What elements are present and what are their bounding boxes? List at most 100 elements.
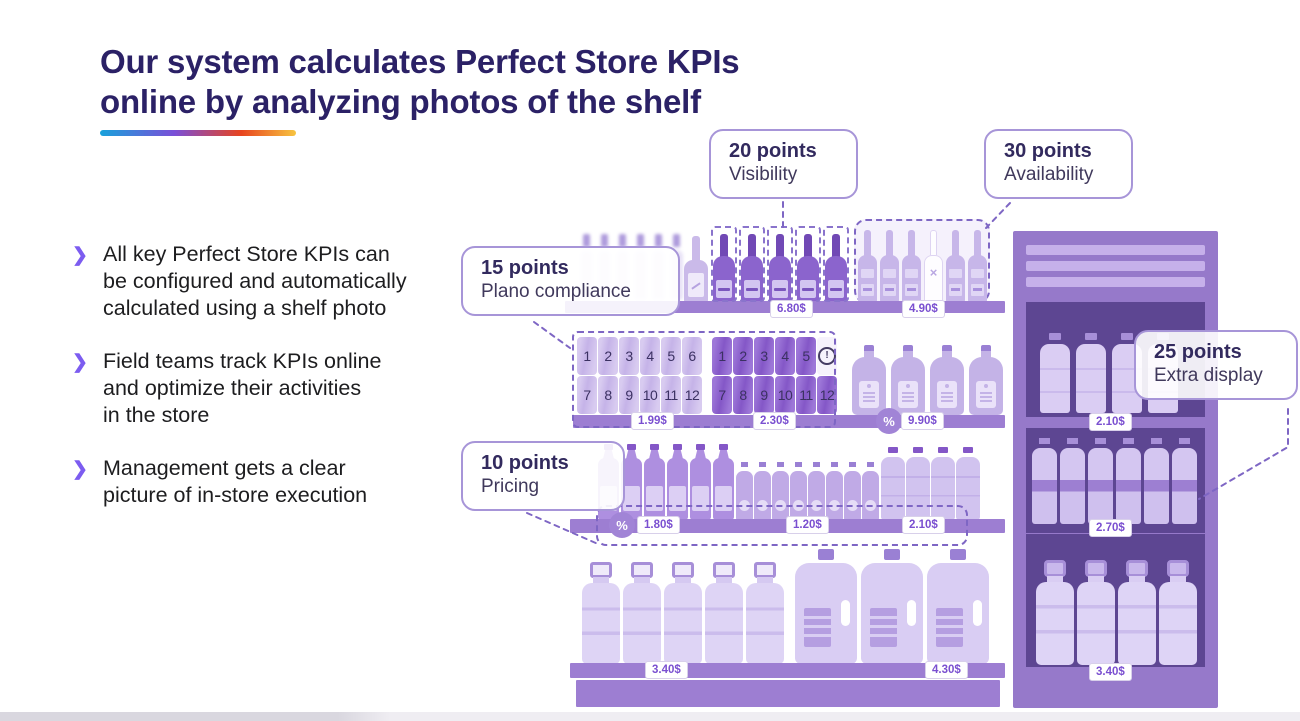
page-title: Our system calculates Perfect Store KPIs… <box>100 43 740 121</box>
wine-dark <box>769 234 791 302</box>
price-tag-small: 1.20$ <box>786 516 829 534</box>
cooler-header-bars <box>1026 245 1205 287</box>
price-tag-jugs: 3.40$ <box>645 661 688 679</box>
kpi-points: 25 points <box>1154 341 1242 363</box>
planogram-slot: 12 <box>682 376 702 414</box>
planogram-slot: 9 <box>754 376 774 414</box>
jug <box>746 562 784 664</box>
kpi-extra-display-callout: 25 points Extra display <box>1134 330 1298 400</box>
connector-plano <box>533 321 571 349</box>
kpi-points: 15 points <box>481 257 569 279</box>
kpi-label: Availability <box>1004 164 1094 185</box>
bullet-arrow-icon: ❯ <box>72 245 88 266</box>
cjug <box>1077 560 1115 665</box>
planogram-slot: 8 <box>598 376 618 414</box>
bullet-text: All key Perfect Store KPIs can be config… <box>103 242 407 320</box>
gallon <box>861 549 923 664</box>
cjug <box>1159 560 1197 665</box>
planogram-slot: 5 <box>796 337 816 375</box>
planogram-slot: 11 <box>796 376 816 414</box>
planogram-slot: 10 <box>775 376 795 414</box>
avail-bottle <box>858 230 877 302</box>
tallb <box>881 447 905 520</box>
coolb2 <box>1144 438 1169 524</box>
jug <box>582 562 620 664</box>
price-tag-cooler3: 3.40$ <box>1089 663 1132 681</box>
kpi-label: Pricing <box>481 476 540 497</box>
hbar <box>1026 261 1205 271</box>
wine-dark <box>741 234 763 302</box>
planogram-slot: 11 <box>661 376 681 414</box>
flask-bottles <box>852 345 1003 415</box>
kpi-visibility-callout: 20 points Visibility <box>709 129 858 199</box>
availability-bottles: × <box>858 230 987 302</box>
price-tag-cooler2: 2.70$ <box>1089 519 1132 537</box>
wine-dark <box>825 234 847 302</box>
jug <box>664 562 702 664</box>
planogram-slot: 7 <box>577 376 597 414</box>
visibility-dashed-boxes <box>711 226 849 302</box>
planogram-slot: 3 <box>619 337 639 375</box>
jug <box>705 562 743 664</box>
coolb <box>1040 333 1070 413</box>
planogram-slot: 1 <box>577 337 597 375</box>
planogram-slot: 2 <box>598 337 618 375</box>
wine-dark <box>797 234 819 302</box>
planogram-slot: 5 <box>661 337 681 375</box>
price-tag-gallons: 4.30$ <box>925 661 968 679</box>
bullet-arrow-icon: ❯ <box>72 352 88 373</box>
cjug <box>1118 560 1156 665</box>
vis-box <box>823 226 849 302</box>
planogram-slot: 3 <box>754 337 774 375</box>
price-tag-availability: 4.90$ <box>902 300 945 318</box>
coolb2 <box>1060 438 1085 524</box>
kpi-label: Plano compliance <box>481 281 631 302</box>
jug <box>623 562 661 664</box>
smallb <box>772 462 789 520</box>
promo-percent-badge: % <box>876 408 902 434</box>
soda <box>713 444 734 520</box>
kpi-label: Extra display <box>1154 365 1263 386</box>
planogram-slot: 4 <box>640 337 660 375</box>
planogram-slot: 7 <box>712 376 732 414</box>
avail-bottle: × <box>924 230 943 302</box>
wine-bottle-light <box>684 236 708 302</box>
flask <box>852 345 886 415</box>
smallb <box>844 462 861 520</box>
kpi-points: 30 points <box>1004 140 1092 162</box>
avail-bottle <box>968 230 987 302</box>
price-tag-cooler1: 2.10$ <box>1089 413 1132 431</box>
smallb <box>862 462 879 520</box>
cjug <box>1036 560 1074 665</box>
planogram-slot: 8 <box>733 376 753 414</box>
planogram-slot: 9 <box>619 376 639 414</box>
bullet-text: Field teams track KPIs online and optimi… <box>103 349 382 427</box>
soda <box>690 444 711 520</box>
gallon-jugs <box>795 549 989 664</box>
flask <box>891 345 925 415</box>
kpi-label: Visibility <box>729 164 798 185</box>
planogram-alert-slot: ! <box>817 337 837 375</box>
shelf-base <box>576 680 1000 707</box>
coolb2 <box>1116 438 1141 524</box>
smallb <box>808 462 825 520</box>
bullet-item: ❯ Management gets a clear picture of in-s… <box>72 455 472 509</box>
coolb2 <box>1172 438 1197 524</box>
planogram-slot: 4 <box>775 337 795 375</box>
tallb <box>931 447 955 520</box>
soda <box>667 444 688 520</box>
vis-box <box>739 226 765 302</box>
bullet-arrow-icon: ❯ <box>72 459 88 480</box>
avail-bottle <box>880 230 899 302</box>
price-tag-group2: 2.30$ <box>753 412 796 430</box>
vis-box <box>767 226 793 302</box>
promo-percent-badge: % <box>609 512 635 538</box>
planogram-slot: 2 <box>733 337 753 375</box>
kpi-points: 10 points <box>481 452 569 474</box>
price-tag-flasks: 9.90$ <box>901 412 944 430</box>
kpi-availability-callout: 30 points Availability <box>984 129 1133 199</box>
cooler-shelf3-jugs <box>1036 560 1197 665</box>
slide-bottom-edge <box>0 712 1300 721</box>
vis-box <box>795 226 821 302</box>
price-tag-tall: 2.10$ <box>902 516 945 534</box>
